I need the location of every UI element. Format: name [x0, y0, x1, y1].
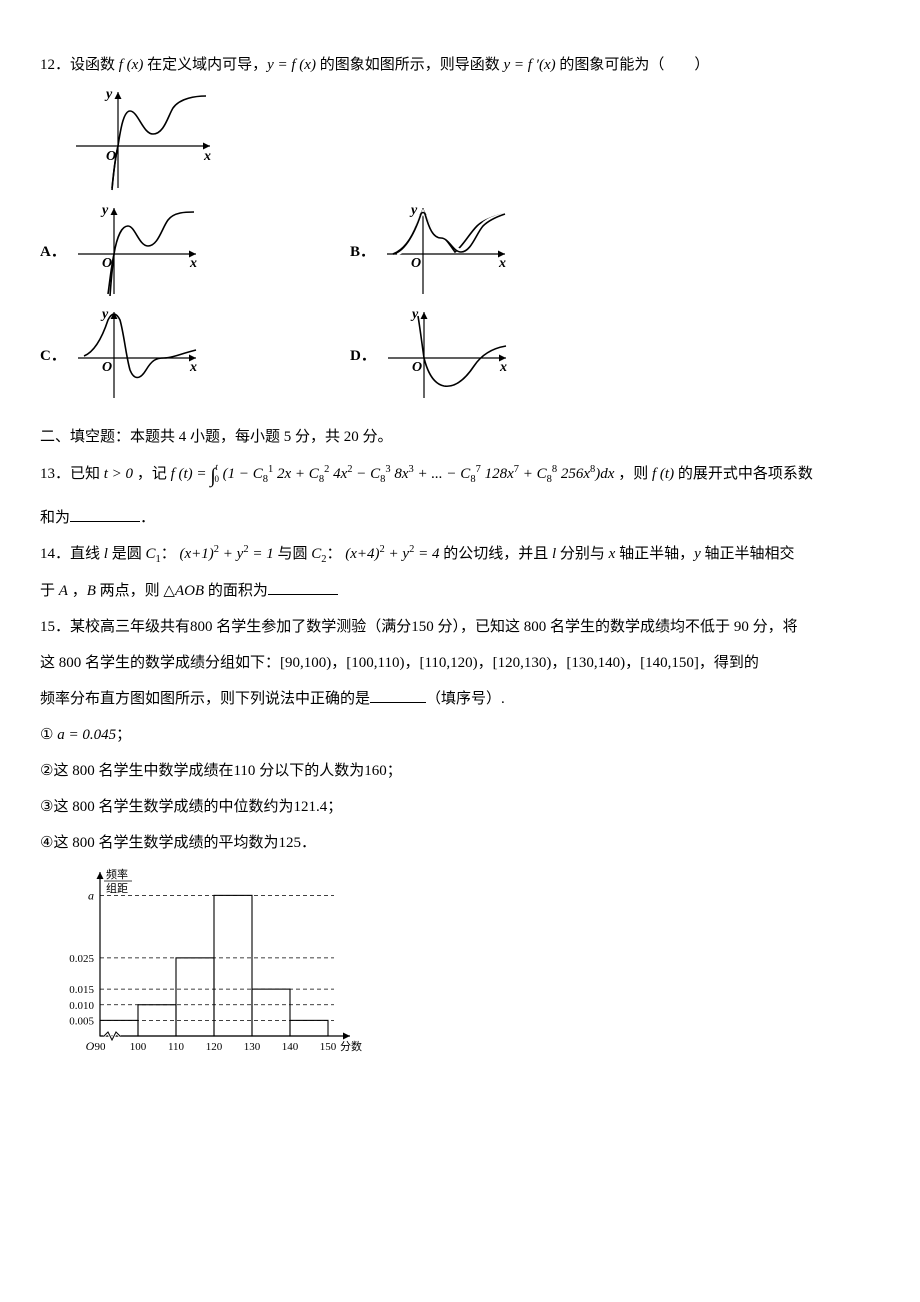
q15-statement-4: ④这 800 名学生数学成绩的平均数为125． [40, 828, 880, 858]
question-15-p3: 频率分布直方图如图所示，则下列说法中正确的是（填序号）. [40, 684, 880, 714]
option-b-graph: x y O [381, 204, 511, 300]
question-14-line2: 于 A ，B 两点，则 △AOB 的面积为 [40, 576, 880, 606]
svg-text:140: 140 [282, 1041, 299, 1053]
q15-blank [370, 688, 426, 703]
svg-text:90: 90 [95, 1041, 107, 1053]
svg-text:x: x [189, 360, 197, 375]
option-c-graph: x y O [72, 308, 202, 404]
question-13: 13．已知 t > 0 ，记 f (t) = ∫0t (1 − C81 2x +… [40, 456, 880, 497]
q13-integrand: (1 − C81 2x + C82 4x2 − C83 8x3 + ... − … [219, 466, 615, 482]
svg-text:a: a [88, 888, 94, 902]
svg-text:y: y [409, 204, 418, 218]
section-2-title: 二、填空题：本题共 4 小题，每小题 5 分，共 20 分。 [40, 422, 880, 452]
svg-text:0.015: 0.015 [69, 984, 94, 996]
svg-text:y: y [100, 204, 109, 218]
svg-text:0.010: 0.010 [69, 999, 94, 1011]
svg-text:O: O [86, 1039, 95, 1053]
frequency-histogram: 0.005 0.010 0.015 0.025 a 90 100 110 120 130 140 15… [40, 864, 880, 1064]
svg-text:x: x [499, 360, 507, 375]
svg-text:120: 120 [206, 1041, 223, 1053]
option-a-label: A． [40, 237, 66, 267]
svg-text:x: x [189, 256, 197, 271]
svg-text:100: 100 [130, 1041, 147, 1053]
option-b-label: B． [350, 237, 375, 267]
svg-text:110: 110 [168, 1041, 185, 1053]
q13-blank [70, 507, 140, 522]
svg-text:O: O [412, 360, 422, 375]
svg-text:x: x [498, 256, 506, 271]
q14-blank [268, 580, 338, 595]
q15-statement-3: ③这 800 名学生数学成绩的中位数约为121.4； [40, 792, 880, 822]
svg-text:组距: 组距 [106, 881, 128, 895]
option-c-label: C． [40, 341, 66, 371]
q12-reference-graph: x y O [68, 86, 880, 196]
svg-text:O: O [411, 256, 421, 271]
question-15-p1: 15．某校高三年级共有800 名学生参加了数学测验（满分150 分），已知这 8… [40, 612, 880, 642]
svg-text:y: y [100, 308, 109, 322]
option-d-label: D． [350, 341, 376, 371]
svg-text:x: x [203, 149, 211, 164]
svg-text:分数: 分数 [340, 1040, 362, 1053]
svg-text:0.025: 0.025 [69, 952, 94, 964]
q12-text: 12．设函数 f (x) 在定义域内可导，y = f (x) 的图象如图所示，则… [40, 57, 709, 73]
question-12: 12．设函数 f (x) 在定义域内可导，y = f (x) 的图象如图所示，则… [40, 50, 880, 80]
svg-text:O: O [102, 256, 112, 271]
svg-text:y: y [104, 87, 113, 102]
option-d-graph: x y O [382, 308, 512, 404]
svg-text:150: 150 [320, 1041, 337, 1053]
svg-text:O: O [106, 149, 116, 164]
q15-statement-1: ① a = 0.045； [40, 720, 880, 750]
svg-text:y: y [410, 308, 419, 322]
q12-options-row2: C． x y O D． x y O [40, 308, 880, 404]
svg-text:频率: 频率 [106, 867, 128, 881]
option-a-graph: x y O [72, 204, 202, 300]
question-13-line2: 和为． [40, 503, 880, 533]
q12-options-row1: A． x y O B． x [40, 204, 880, 300]
q15-statement-2: ②这 800 名学生中数学成绩在110 分以下的人数为160； [40, 756, 880, 786]
svg-text:130: 130 [244, 1041, 261, 1053]
question-14: 14．直线 l 是圆 C1： (x+1)2 + y2 = 1 与圆 C2： (x… [40, 539, 880, 570]
svg-text:0.005: 0.005 [69, 1015, 94, 1027]
question-15-p2: 这 800 名学生的数学成绩分组如下：[90,100)，[100,110)，[1… [40, 648, 880, 678]
svg-text:O: O [102, 360, 112, 375]
